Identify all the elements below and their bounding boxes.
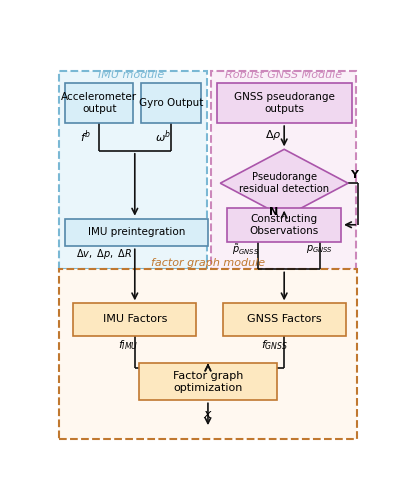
Text: $\Delta v,\ \Delta p,\ \Delta R$: $\Delta v,\ \Delta p,\ \Delta R$ (76, 247, 132, 261)
Text: IMU Factors: IMU Factors (102, 314, 167, 324)
FancyBboxPatch shape (223, 304, 346, 336)
Text: Constructing
Observations: Constructing Observations (249, 214, 319, 236)
Text: $x$: $x$ (203, 408, 213, 420)
Text: $\Delta\rho$: $\Delta\rho$ (265, 128, 281, 141)
FancyBboxPatch shape (60, 270, 357, 439)
Text: factor graph module: factor graph module (151, 258, 265, 268)
Text: IMU preintegration: IMU preintegration (88, 228, 185, 237)
Text: Robust GNSS Module: Robust GNSS Module (225, 70, 342, 80)
Text: $f_{GNSS}$: $f_{GNSS}$ (261, 338, 289, 352)
Text: Factor graph
optimization: Factor graph optimization (173, 371, 243, 392)
Text: $f_{IMU}$: $f_{IMU}$ (118, 338, 139, 352)
Text: N: N (269, 208, 278, 218)
Polygon shape (220, 150, 348, 217)
Text: Gyro Output: Gyro Output (139, 98, 203, 108)
FancyBboxPatch shape (66, 83, 133, 123)
FancyBboxPatch shape (73, 304, 196, 336)
FancyBboxPatch shape (66, 218, 208, 246)
Text: $\tilde{p}_{GNSS}$: $\tilde{p}_{GNSS}$ (232, 242, 259, 257)
FancyBboxPatch shape (217, 83, 352, 123)
Text: $p_{GNSS}$: $p_{GNSS}$ (306, 244, 333, 256)
Text: Accelerometer
output: Accelerometer output (61, 92, 137, 114)
FancyBboxPatch shape (141, 83, 201, 123)
FancyBboxPatch shape (139, 364, 277, 401)
Text: GNSS Factors: GNSS Factors (247, 314, 322, 324)
FancyBboxPatch shape (227, 208, 341, 242)
FancyBboxPatch shape (60, 71, 207, 270)
Text: $\omega^b$: $\omega^b$ (155, 128, 171, 146)
Text: Y: Y (350, 170, 358, 180)
Text: Pseudorange
residual detection: Pseudorange residual detection (239, 172, 329, 194)
Text: $f^b$: $f^b$ (80, 128, 91, 146)
FancyBboxPatch shape (211, 71, 356, 270)
Text: GNSS pseudorange
outputs: GNSS pseudorange outputs (234, 92, 335, 114)
Text: IMU module: IMU module (98, 70, 164, 80)
